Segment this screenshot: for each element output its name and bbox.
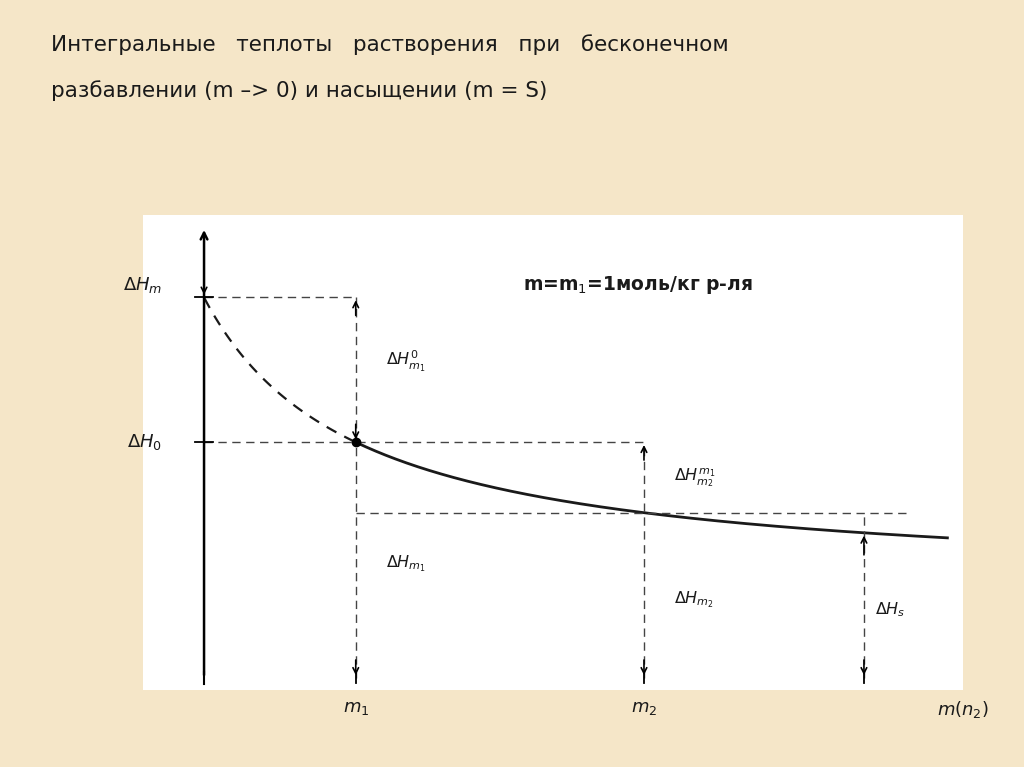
Text: $\Delta H_{m_1}$: $\Delta H_{m_1}$ [386, 554, 426, 574]
Text: $\Delta H_0$: $\Delta H_0$ [127, 432, 163, 453]
Text: m=m$_1$=1моль/кг р-ля: m=m$_1$=1моль/кг р-ля [522, 274, 753, 296]
Text: Интегральные   теплоты   растворения   при   бесконечном: Интегральные теплоты растворения при бес… [51, 35, 729, 55]
Text: $m_2$: $m_2$ [631, 699, 657, 716]
Text: $m(n_2)$: $m(n_2)$ [937, 699, 988, 719]
Text: $m_1$: $m_1$ [343, 699, 369, 716]
Text: $\Delta H_m$: $\Delta H_m$ [123, 275, 163, 295]
Text: разбавлении (m –> 0) и насыщении (m = S): разбавлении (m –> 0) и насыщении (m = S) [51, 81, 548, 101]
Text: $\Delta H_{m_2}$: $\Delta H_{m_2}$ [675, 589, 715, 610]
Text: $\Delta H^0_{m_1}$: $\Delta H^0_{m_1}$ [386, 349, 426, 374]
Text: $\Delta H_s$: $\Delta H_s$ [876, 600, 906, 619]
Text: $\Delta H^{m_1}_{m_2}$: $\Delta H^{m_1}_{m_2}$ [675, 466, 716, 489]
